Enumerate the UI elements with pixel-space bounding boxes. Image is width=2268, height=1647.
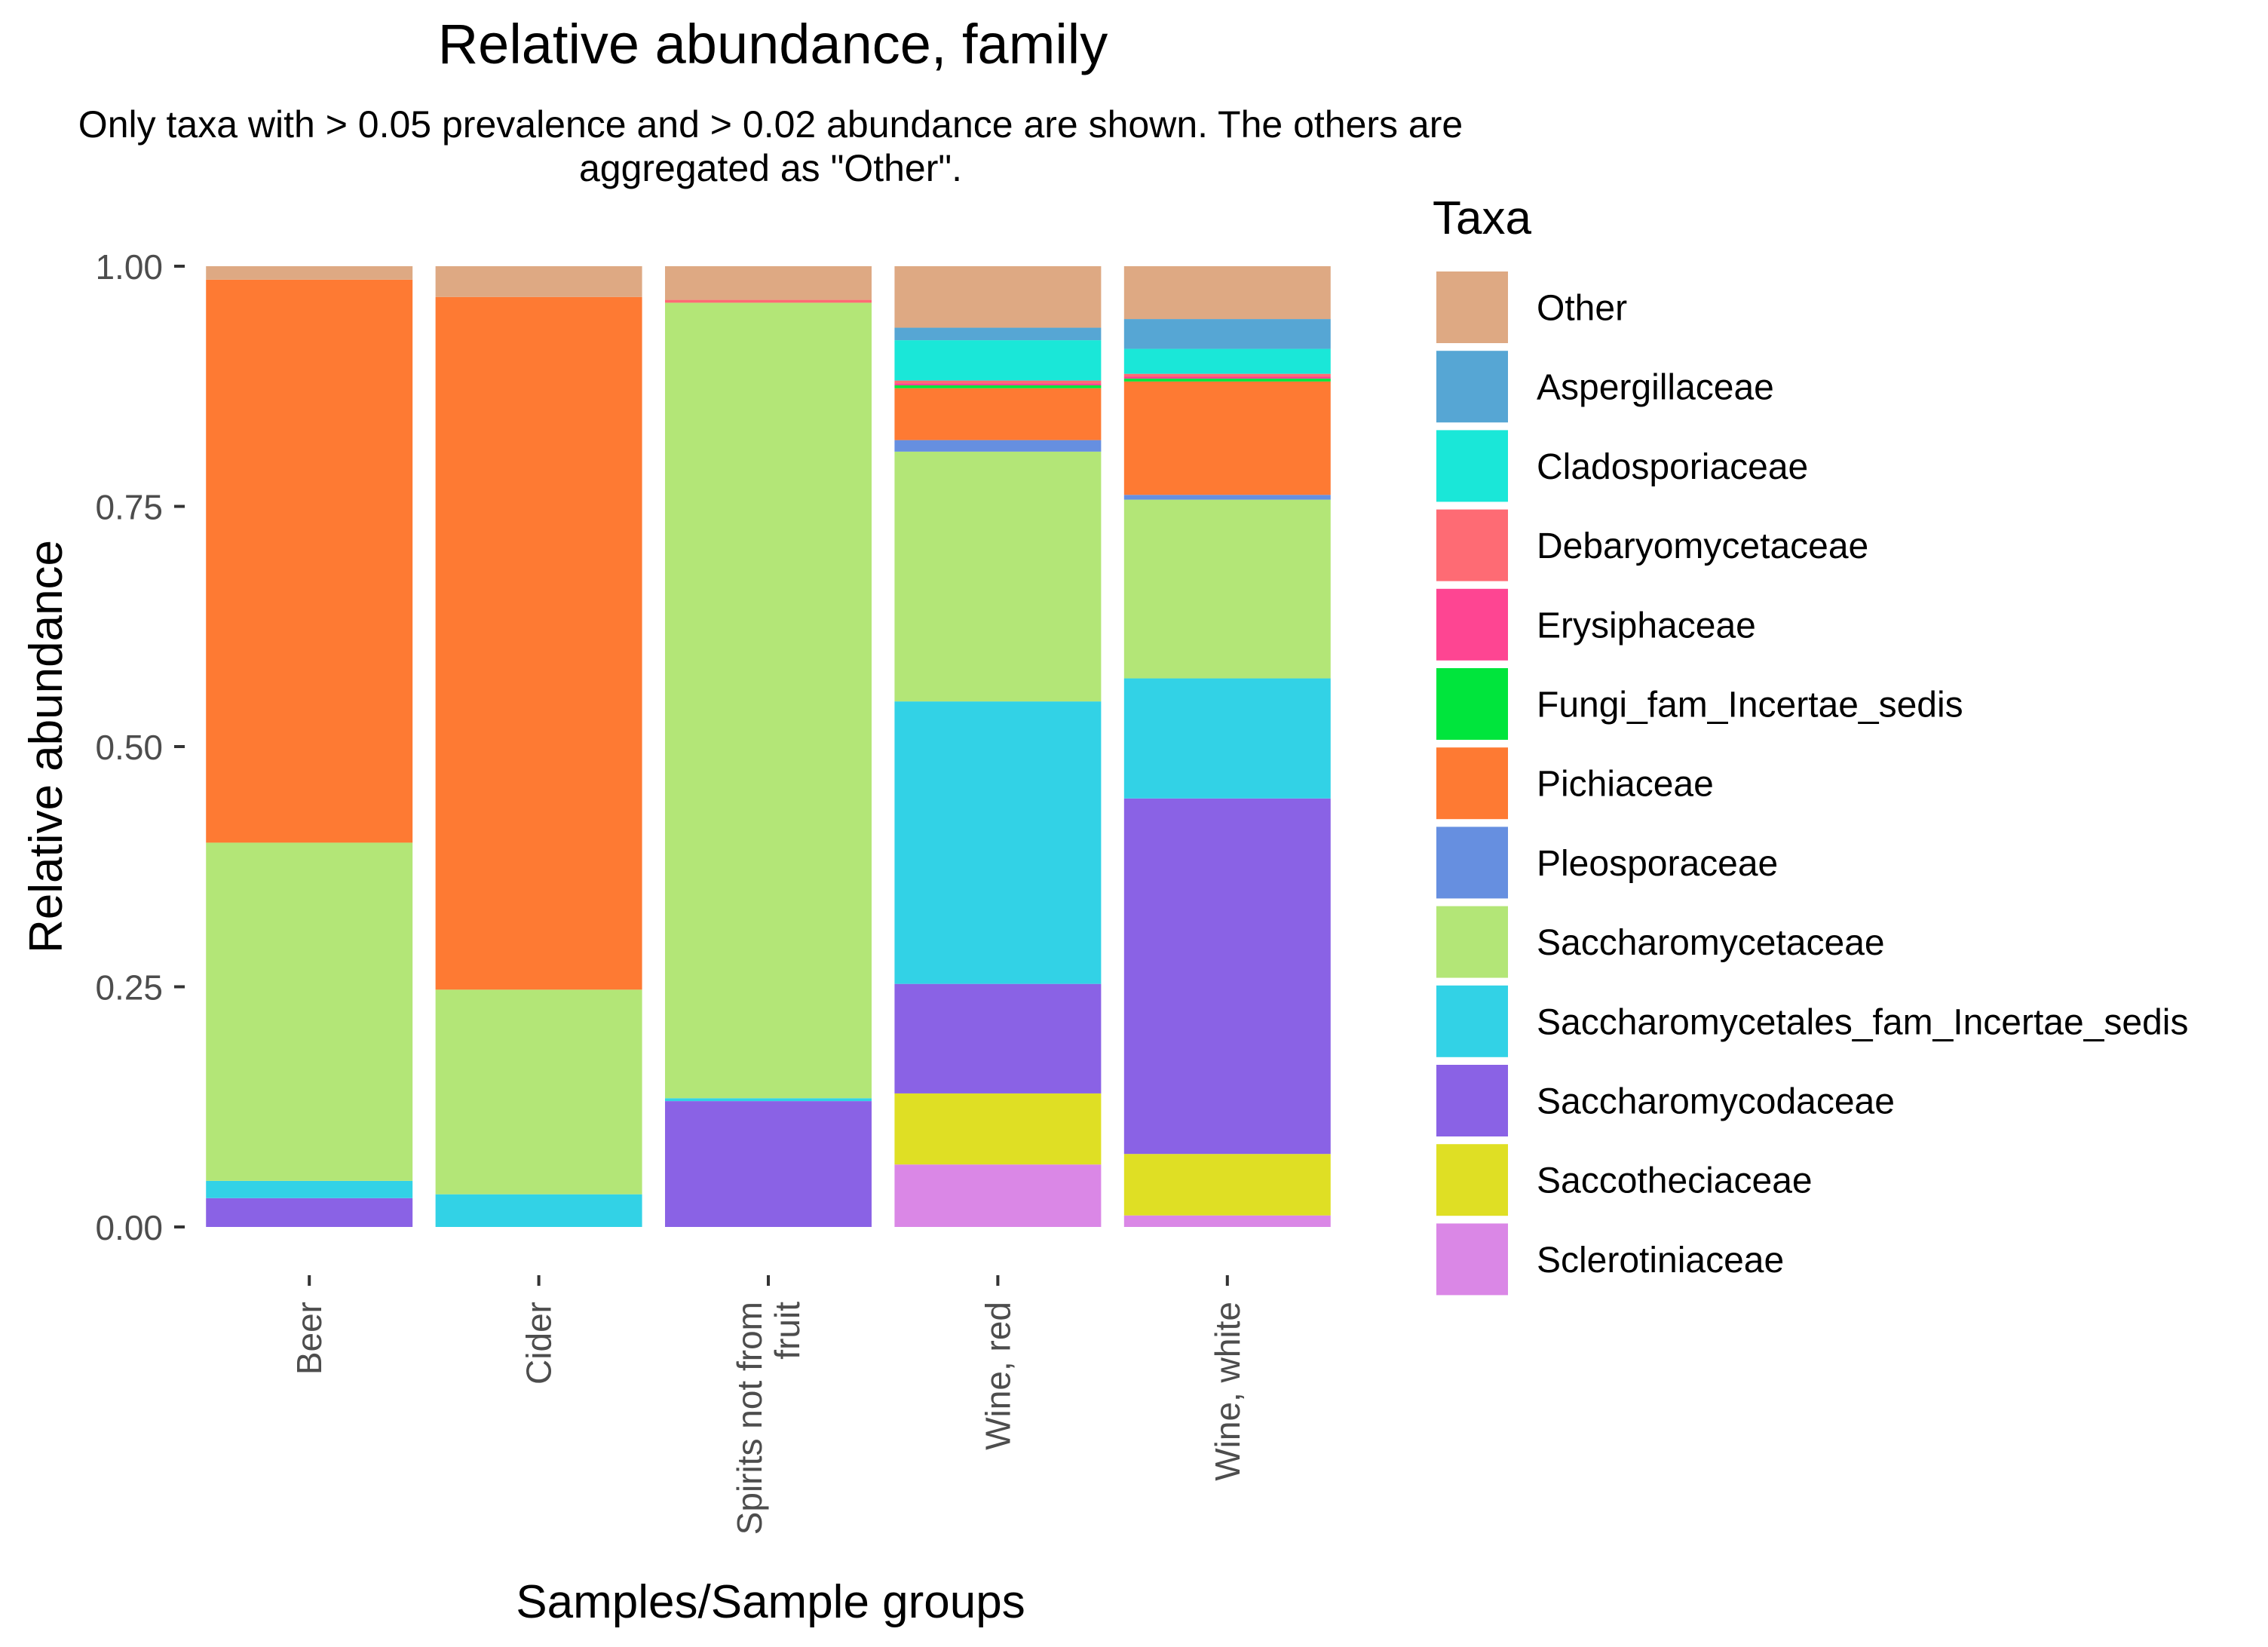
legend-label: Pichiaceae [1537, 765, 1714, 805]
bar-segment [1123, 798, 1331, 1155]
bar-segment [1123, 319, 1331, 349]
bar-segment [894, 451, 1102, 702]
bar-segment [435, 989, 642, 1195]
x-tick-label: Cider [519, 1302, 559, 1385]
x-tick-label-group: Wine, white [1208, 1302, 1247, 1481]
legend-label: Erysiphaceae [1537, 606, 1756, 646]
bar-segment [1123, 379, 1331, 382]
legend-key [1436, 1144, 1508, 1216]
legend-key [1436, 747, 1508, 820]
y-tick-label: 1.00 [95, 247, 163, 287]
legend-label: Saccharomycetaceae [1537, 923, 1885, 963]
bar-segment [665, 1098, 872, 1102]
bar-segment [435, 1194, 642, 1227]
y-tick-label: 0.75 [95, 488, 163, 527]
bar-segment [665, 1101, 872, 1227]
bar-segment [1123, 499, 1331, 679]
bar-segment [206, 1180, 413, 1198]
legend-key [1436, 1065, 1508, 1136]
x-tick-label-group: Wine, red [978, 1302, 1017, 1450]
legend-label: Cladosporiaceae [1537, 447, 1808, 487]
legend-key [1436, 271, 1508, 343]
bar-segment [894, 266, 1102, 328]
bar-segment [894, 340, 1102, 381]
bar-segment [894, 327, 1102, 341]
x-axis-label: Samples/Sample groups [516, 1576, 1025, 1628]
chart-subtitle-line: aggregated as "Other". [579, 147, 962, 189]
chart-subtitle-line: Only taxa with > 0.05 prevalence and > 0… [78, 103, 1463, 146]
legend-label: Debaryomycetaceae [1537, 526, 1868, 566]
x-tick-label-group: Cider [519, 1302, 559, 1385]
x-tick-label: fruit [768, 1302, 807, 1360]
bar-segment [894, 701, 1102, 984]
legend-label: Saccharomycodaceae [1537, 1082, 1895, 1122]
bar-segment [894, 1093, 1102, 1165]
bar-segment [1123, 1154, 1331, 1216]
legend-key [1436, 985, 1508, 1057]
bar-segment [894, 383, 1102, 385]
y-axis-label: Relative abundance [20, 540, 72, 953]
legend-key [1436, 351, 1508, 423]
bar-segment [1123, 1215, 1331, 1227]
bar-segment [894, 440, 1102, 452]
bar-segment [665, 266, 872, 300]
bar-segment [894, 380, 1102, 384]
bar-segment [1123, 495, 1331, 500]
bar-segment [894, 388, 1102, 440]
bar-segment [1123, 266, 1331, 320]
legend-key [1436, 1223, 1508, 1296]
bar-segment [435, 296, 642, 990]
legend-key [1436, 906, 1508, 978]
legend-key [1436, 430, 1508, 502]
y-tick-label: 0.25 [95, 968, 163, 1008]
x-tick-label: Beer [290, 1302, 329, 1375]
x-tick-label-group: Beer [290, 1302, 329, 1375]
legend-key [1436, 509, 1508, 581]
bar-segment [206, 842, 413, 1181]
x-tick-label: Spirits not from [730, 1302, 769, 1535]
x-tick-label: Wine, white [1208, 1302, 1247, 1481]
bar-segment [435, 266, 642, 297]
y-tick-label: 0.50 [95, 728, 163, 767]
legend-label: Pleosporaceae [1537, 844, 1778, 884]
bar-segment [206, 279, 413, 843]
legend-key [1436, 827, 1508, 899]
legend-label: Fungi_fam_Incertae_sedis [1537, 685, 1963, 725]
x-tick-label: Wine, red [978, 1302, 1017, 1450]
legend-label: Aspergillaceae [1537, 368, 1774, 408]
bar-segment [1123, 376, 1331, 379]
legend-label: Saccharomycetales_fam_Incertae_sedis [1537, 1002, 2188, 1042]
bar-segment [1123, 348, 1331, 374]
legend-title: Taxa [1433, 192, 1531, 244]
bar-segment [665, 302, 872, 1099]
bar-segment [894, 1164, 1102, 1227]
legend-key [1436, 588, 1508, 661]
bar-segment [1123, 381, 1331, 495]
y-tick-label: 0.00 [95, 1208, 163, 1247]
bar-segment [206, 1198, 413, 1227]
bar-segment [894, 385, 1102, 388]
legend-label: Saccotheciaceae [1537, 1161, 1813, 1201]
legend-label: Other [1537, 289, 1627, 329]
bar-segment [1123, 373, 1331, 377]
legend-label: Sclerotiniaceae [1537, 1241, 1784, 1280]
bar-segment [206, 266, 413, 280]
bar-segment [665, 299, 872, 303]
bar-segment [894, 983, 1102, 1093]
chart-title: Relative abundance, family [438, 13, 1108, 75]
legend-key [1436, 668, 1508, 740]
bar-segment [1123, 678, 1331, 799]
